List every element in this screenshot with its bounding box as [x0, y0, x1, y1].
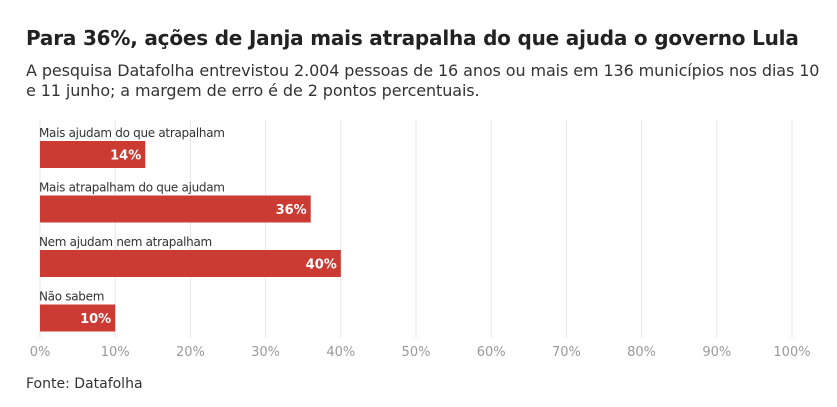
chart-title: Para 36%, ações de Janja mais atrapalha … — [26, 26, 799, 50]
category-label: Mais ajudam do que atrapalham — [39, 126, 225, 140]
source-note: Fonte: Datafolha — [26, 376, 143, 392]
gridlines — [39, 120, 793, 338]
x-tick-label: 80% — [627, 345, 656, 360]
category-label: Mais atrapalham do que ajudam — [39, 181, 225, 195]
bar — [40, 195, 311, 223]
x-tick-label: 30% — [251, 345, 280, 360]
bar-value-label: 40% — [306, 258, 337, 273]
category-label: Nem ajudam nem atrapalham — [39, 235, 212, 249]
bar — [40, 250, 341, 277]
x-tick-label: 60% — [477, 345, 506, 360]
x-tick-label: 0% — [30, 345, 51, 360]
bar-value-label: 36% — [276, 203, 307, 218]
bar-value-label: 10% — [80, 312, 111, 327]
bar — [40, 141, 146, 168]
bar-value-label: 14% — [110, 149, 141, 164]
bar — [40, 304, 116, 332]
x-axis-ticks: 0% 10% 20% 30% 40% 50% 60% 70% 80% 90% 100% — [30, 345, 811, 360]
x-tick-label: 10% — [101, 345, 130, 360]
x-tick-label: 50% — [402, 345, 431, 360]
x-tick-label: 90% — [702, 345, 731, 360]
bars: Mais ajudam do que atrapalham 14% Mais atr… — [39, 126, 341, 332]
x-tick-label: 20% — [176, 345, 205, 360]
chart-subtitle: A pesquisa Datafolha entrevistou 2.004 p… — [26, 61, 820, 100]
category-label: Não sabem — [39, 290, 104, 304]
x-tick-label: 70% — [552, 345, 581, 360]
x-tick-label: 100% — [773, 345, 810, 360]
x-tick-label: 40% — [326, 345, 355, 360]
